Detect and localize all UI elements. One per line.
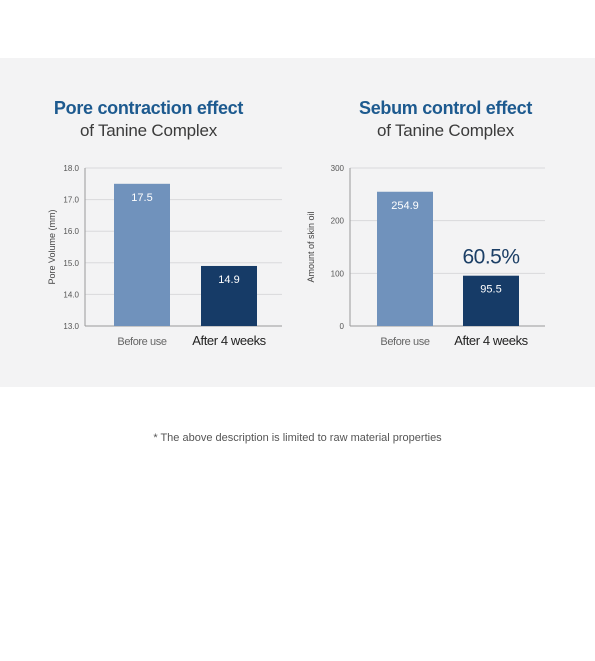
x-category-label: After 4 weeks [454, 333, 528, 348]
bar-value-label: 14.9 [218, 274, 239, 286]
y-axis-label: Amount of skin oil [306, 211, 316, 282]
sebum-chart: Sebum control effect of Tanine Complex 0… [297, 58, 594, 387]
bar-after-4-weeks [201, 265, 257, 326]
chart-subtitle: of Tanine Complex [79, 121, 218, 140]
y-tick-label: 100 [331, 269, 345, 278]
y-tick-label: 13.0 [63, 322, 79, 331]
bar-before-use [114, 183, 170, 326]
bar-value-label: 95.5 [480, 284, 501, 296]
y-tick-label: 18.0 [63, 164, 79, 173]
pore-chart: Pore contraction effect of Tanine Comple… [0, 58, 297, 387]
reduction-annotation: 60.5% [462, 246, 519, 269]
y-axis-label: Pore Volume (mm) [47, 209, 57, 284]
sebum-chart-plot: 0 100 200 300 Amount of skin oil 254.9 Before … [306, 164, 545, 348]
y-tick-label: 15.0 [63, 259, 79, 268]
charts-panel: Pore contraction effect of Tanine Comple… [0, 58, 595, 387]
bar-before-use [377, 191, 433, 326]
chart-subtitle: of Tanine Complex [376, 121, 515, 140]
y-tick-label: 17.0 [63, 196, 79, 205]
y-tick-label: 14.0 [63, 290, 79, 299]
bar-after-4-weeks [463, 275, 519, 326]
pore-chart-plot: 13.0 14.0 15.0 16.0 17.0 18.0 Pore Volume (mm)… [47, 164, 282, 348]
y-tick-label: 16.0 [63, 227, 79, 236]
x-category-label: After 4 weeks [192, 333, 266, 348]
footnote: * The above description is limited to ra… [153, 432, 442, 444]
bar-value-label: 17.5 [131, 192, 152, 204]
chart-title: Pore contraction effect [53, 98, 244, 118]
y-tick-label: 200 [331, 217, 345, 226]
chart-title: Sebum control effect [358, 98, 533, 118]
x-category-label: Before use [117, 336, 166, 348]
y-tick-label: 300 [331, 164, 345, 173]
bar-value-label: 254.9 [391, 200, 419, 212]
y-tick-label: 0 [340, 322, 345, 331]
x-category-label: Before use [380, 336, 429, 348]
